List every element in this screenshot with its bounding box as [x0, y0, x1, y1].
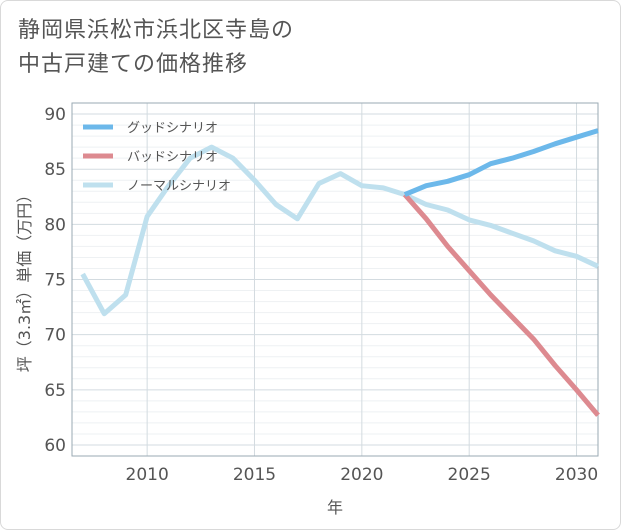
x-tick-label: 2010	[126, 465, 169, 485]
series-layer	[80, 128, 600, 417]
x-tick-label: 2020	[340, 465, 383, 485]
y-axis-title: 坪（3.3㎡）単価（万円）	[15, 187, 34, 372]
series-line	[403, 128, 599, 197]
y-tick-labels: 60 65 70 75 80 85 90	[44, 105, 66, 456]
title-line-2: 中古戸建ての価格推移	[18, 52, 249, 77]
x-tick-labels: 2010 2015 2020 2025 2030	[126, 465, 599, 485]
y-tick-label: 85	[44, 160, 66, 180]
x-tick-label: 2015	[233, 465, 276, 485]
x-tick-label: 2030	[555, 465, 598, 485]
y-tick-label: 75	[44, 271, 66, 291]
legend-label: バッドシナリオ	[127, 150, 218, 165]
y-tick-label: 80	[44, 215, 66, 235]
legend-label: グッドシナリオ	[127, 121, 218, 136]
plot-border	[71, 102, 599, 457]
y-tick-label: 70	[44, 326, 66, 346]
y-tick-label: 90	[44, 105, 66, 125]
series-line	[402, 192, 600, 417]
y-tick-label: 65	[44, 381, 66, 401]
x-axis-title: 年	[327, 498, 343, 517]
y-tick-label: 60	[44, 436, 66, 456]
chart-title: 静岡県浜松市浜北区寺島の 中古戸建ての価格推移	[18, 14, 294, 82]
series-line	[80, 144, 600, 317]
x-tick-label: 2025	[448, 465, 491, 485]
title-line-1: 静岡県浜松市浜北区寺島の	[18, 18, 295, 43]
legend-label: ノーマルシナリオ	[127, 179, 231, 194]
